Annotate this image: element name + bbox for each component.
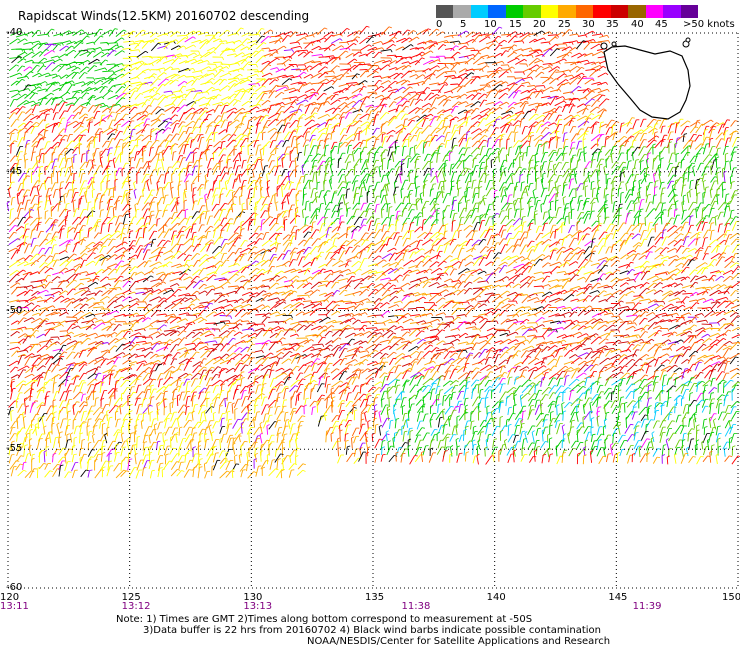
note-line-1: Note: 1) Times are GMT 2)Times along bot… xyxy=(116,614,533,625)
scale-swatch xyxy=(628,5,646,18)
scale-swatch xyxy=(523,5,541,18)
scale-swatches xyxy=(436,5,699,18)
scale-swatch xyxy=(505,5,524,18)
scale-label: >50 knots xyxy=(683,19,735,30)
scale-label: 20 xyxy=(533,19,546,30)
scale-swatch xyxy=(540,5,559,18)
latitude-label: -40 xyxy=(6,27,23,38)
scale-label: 15 xyxy=(509,19,522,30)
island-outline xyxy=(685,37,691,43)
longitude-label: 150 xyxy=(722,592,740,603)
pass-time-label: 11:39 xyxy=(632,601,662,612)
scale-label: 10 xyxy=(484,19,497,30)
scale-swatch xyxy=(575,5,594,18)
scale-swatch xyxy=(645,5,664,18)
longitude-label: 120 xyxy=(0,592,20,603)
latitude-label: -55 xyxy=(6,443,23,455)
latitude-label: -50 xyxy=(6,304,23,316)
note-line-2: 3)Data buffer is 22 hrs from 20160702 4)… xyxy=(143,625,601,636)
scale-swatch xyxy=(558,5,576,18)
note-line-3: NOAA/NESDIS/Center for Satellite Applica… xyxy=(307,636,611,647)
longitude-label: 135 xyxy=(365,592,385,603)
longitude-label: 145 xyxy=(608,592,628,603)
scale-swatch xyxy=(663,5,681,18)
scale-label: 45 xyxy=(655,19,668,30)
lat-lon-grid xyxy=(7,32,739,589)
island-outline xyxy=(611,41,617,47)
scale-label: 0 xyxy=(436,19,443,30)
scale-label: 25 xyxy=(558,19,571,30)
scale-swatch xyxy=(453,5,471,18)
pass-time-label: 11:38 xyxy=(401,601,431,612)
footnotes: Note: 1) Times are GMT 2)Times along bot… xyxy=(110,614,740,647)
wind-barbs-layer xyxy=(6,25,740,479)
scale-label: 35 xyxy=(606,19,619,30)
longitude-label: 125 xyxy=(121,592,141,603)
latitude-label: -60 xyxy=(6,582,23,593)
longitude-label: 140 xyxy=(486,592,506,603)
scale-swatch xyxy=(488,5,506,18)
island-outline xyxy=(600,42,608,50)
tasmania-outline xyxy=(603,45,691,120)
longitude-label: 130 xyxy=(243,592,263,603)
map-title: Rapidscat Winds(12.5KM) 20160702 descend… xyxy=(18,9,310,23)
pass-time-label: 13:13 xyxy=(243,601,273,612)
scale-swatch xyxy=(680,5,699,18)
scale-label: 40 xyxy=(631,19,644,30)
pass-time-label: 13:11 xyxy=(0,601,29,612)
scale-swatch xyxy=(593,5,611,18)
scale-swatch xyxy=(470,5,489,18)
scale-swatch xyxy=(436,5,454,18)
pass-time-label: 13:12 xyxy=(121,601,151,612)
scale-label: 30 xyxy=(582,19,595,30)
scale-swatch xyxy=(610,5,629,18)
scale-label: 5 xyxy=(460,19,467,30)
wind-speed-color-scale: 0 5 10 15 20 25 30 35 40 45 >50 knots xyxy=(436,5,735,31)
latitude-label: -45 xyxy=(6,165,23,177)
tasmania-landmass xyxy=(600,37,691,120)
